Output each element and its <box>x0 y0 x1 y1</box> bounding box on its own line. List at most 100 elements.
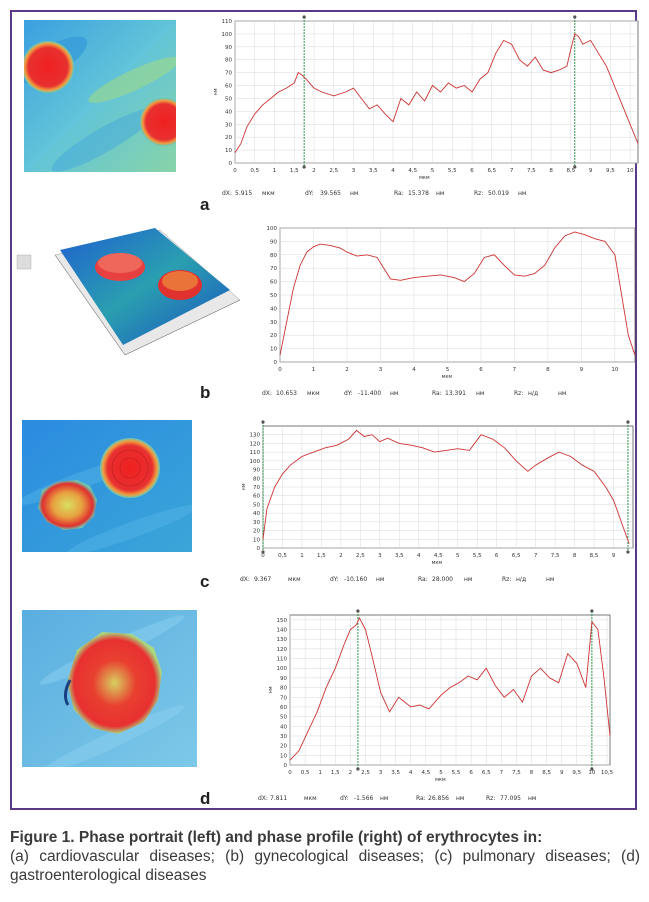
phase-portrait-b-3d <box>15 225 255 375</box>
phase-portrait-a <box>24 20 176 172</box>
x-axis-label: мкм <box>435 777 446 783</box>
x-tick-label: 6 <box>479 367 483 373</box>
x-tick-label: 7 <box>534 553 538 559</box>
ra-unit: нм <box>476 390 485 397</box>
x-tick-label: 10 <box>611 367 618 373</box>
x-tick-label: 0 <box>278 367 282 373</box>
x-tick-label: 0,5 <box>301 770 310 776</box>
x-tick-label: 9 <box>589 168 593 174</box>
rz-value: н/д <box>528 390 539 397</box>
rz-value: н/д <box>516 576 527 583</box>
y-axis-label: нм <box>213 88 219 95</box>
rz-label: Rz: <box>502 576 512 583</box>
dy-label: dY: <box>344 390 353 397</box>
phase-profile-line <box>234 33 639 153</box>
dy-unit: нм <box>376 576 385 583</box>
x-tick-label: 0,5 <box>278 553 287 559</box>
dy-label: dY: <box>330 576 339 583</box>
phase-profile-line <box>262 429 630 544</box>
dx-label: dX: <box>262 390 272 397</box>
y-tick-label: 110 <box>222 19 233 25</box>
cursor-marker-handle <box>626 420 630 424</box>
plot-area <box>234 20 639 164</box>
x-tick-label: 2,5 <box>329 168 338 174</box>
x-tick-label: 5 <box>431 168 435 174</box>
cursor-marker-handle <box>261 420 265 424</box>
x-axis-label: мкм <box>442 374 453 380</box>
x-tick-label: 7 <box>510 168 514 174</box>
y-tick-label: 100 <box>222 32 233 38</box>
y-tick-label: 50 <box>225 96 232 102</box>
x-tick-label: 8 <box>530 770 534 776</box>
x-tick-label: 4 <box>412 367 416 373</box>
rz-unit: нм <box>518 190 527 197</box>
x-tick-label: 0 <box>288 770 292 776</box>
y-tick-label: 130 <box>277 637 288 643</box>
ra-unit: нм <box>456 795 465 802</box>
y-tick-label: 0 <box>229 161 233 167</box>
x-tick-label: 9 <box>560 770 564 776</box>
y-tick-label: 30 <box>225 122 232 128</box>
readout-b: dX: 10.653 мкм dY: -11.400 нм Ra: 13.391… <box>262 390 632 400</box>
x-tick-label: 4 <box>391 168 395 174</box>
y-tick-label: 10 <box>225 148 232 154</box>
x-tick-label: 7 <box>500 770 504 776</box>
x-tick-label: 5,5 <box>448 168 457 174</box>
ra-value: 28.000 <box>432 576 453 583</box>
readout-c: dX: 9.367 мкм dY: -10.160 нм Ra: 28.000 … <box>240 576 630 586</box>
dy-unit: нм <box>380 795 389 802</box>
x-tick-label: 1 <box>318 770 322 776</box>
y-tick-label: 50 <box>253 502 260 508</box>
readout-d: dX: 7.811 мкм dY: -1.566 нм Ra: 26.856 н… <box>258 795 628 805</box>
y-tick-label: 40 <box>280 724 287 730</box>
y-tick-label: 80 <box>270 253 277 259</box>
plot-area <box>289 614 611 766</box>
rz-value: 77.095 <box>500 795 521 802</box>
dx-unit: мкм <box>262 190 275 197</box>
x-tick-label: 2 <box>345 367 349 373</box>
x-tick-label: 0 <box>261 553 265 559</box>
y-tick-label: 120 <box>250 441 261 447</box>
x-tick-label: 8,5 <box>590 553 599 559</box>
x-tick-label: 2,5 <box>356 553 365 559</box>
x-tick-label: 8,5 <box>542 770 551 776</box>
x-tick-label: 8 <box>549 168 553 174</box>
x-tick-label: 9 <box>612 553 616 559</box>
y-tick-label: 40 <box>270 306 277 312</box>
dx-unit: мкм <box>307 390 320 397</box>
y-tick-label: 80 <box>253 476 260 482</box>
x-tick-label: 9 <box>580 367 584 373</box>
rz-label: Rz: <box>474 190 484 197</box>
x-tick-label: 3 <box>352 168 356 174</box>
cursor-marker-handle <box>356 609 360 613</box>
x-tick-label: 7,5 <box>527 168 536 174</box>
x-tick-label: 3,5 <box>395 553 404 559</box>
panel-label-d: d <box>200 789 211 808</box>
ra-value: 13.391 <box>445 390 466 397</box>
cursor-marker-handle <box>590 767 594 771</box>
x-tick-label: 5,5 <box>473 553 482 559</box>
y-axis-label: нм <box>241 483 247 490</box>
x-tick-label: 7,5 <box>551 553 560 559</box>
y-tick-label: 50 <box>280 715 287 721</box>
x-tick-label: 6,5 <box>482 770 491 776</box>
cursor-marker-handle <box>590 609 594 613</box>
y-tick-label: 100 <box>267 226 278 232</box>
ra-value: 15.378 <box>408 190 429 197</box>
phase-portrait-c <box>22 420 192 552</box>
y-tick-label: 10 <box>280 753 287 759</box>
y-tick-label: 40 <box>225 109 232 115</box>
y-axis-label: нм <box>268 686 274 693</box>
x-tick-label: 2 <box>349 770 353 776</box>
dx-label: dX: <box>222 190 232 197</box>
x-tick-label: 1 <box>300 553 304 559</box>
x-tick-label: 3 <box>379 770 383 776</box>
rz-value: 50.019 <box>488 190 509 197</box>
caption-title: Figure 1. Phase portrait (left) and phas… <box>10 829 543 846</box>
dy-value: -11.400 <box>358 390 382 397</box>
rz-label: Rz: <box>514 390 524 397</box>
x-tick-label: 5 <box>446 367 450 373</box>
y-tick-label: 110 <box>250 450 261 456</box>
y-tick-label: 0 <box>284 763 288 769</box>
y-tick-label: 50 <box>270 293 277 299</box>
